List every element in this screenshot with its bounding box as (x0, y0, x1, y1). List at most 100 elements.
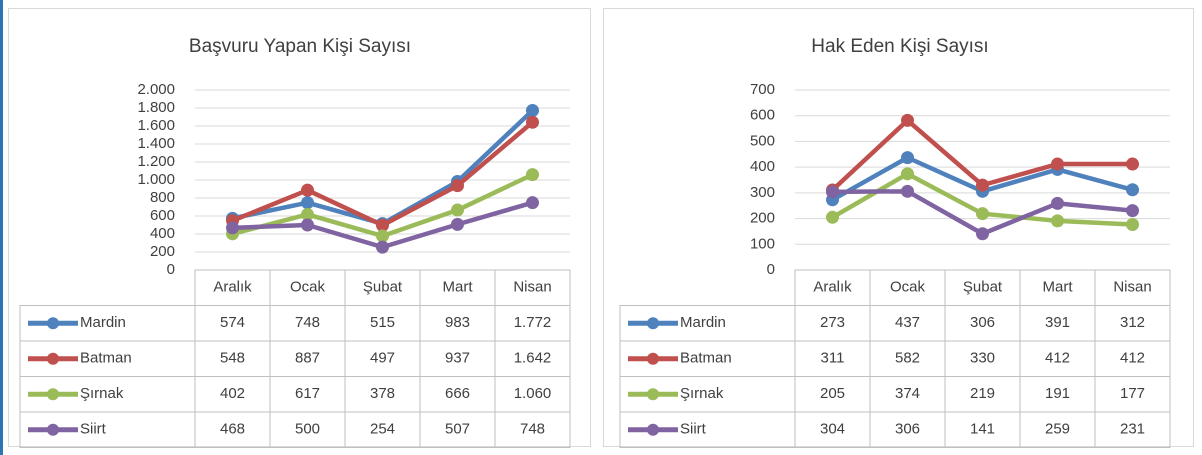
legend-label: Siirt (680, 421, 707, 438)
table-cell: 748 (520, 421, 545, 438)
table-cell: 141 (970, 421, 995, 438)
data-point (451, 203, 464, 217)
table-cell: 177 (1120, 385, 1145, 402)
data-point (976, 178, 989, 192)
table-cell: 937 (445, 350, 470, 367)
data-point (1051, 214, 1064, 228)
data-point (526, 104, 539, 118)
y-tick-label: 1.600 (137, 117, 175, 134)
table-cell: 582 (895, 350, 920, 367)
data-point (1126, 183, 1139, 197)
table-cell: 617 (295, 385, 320, 402)
data-point (526, 115, 539, 129)
table-cell: 468 (220, 421, 245, 438)
table-cell: 548 (220, 350, 245, 367)
table-cell: 748 (295, 314, 320, 331)
data-point (1126, 217, 1139, 231)
data-point (1126, 157, 1139, 171)
table-cell: 1.060 (514, 385, 552, 402)
table-cell: 306 (895, 421, 920, 438)
data-point (301, 196, 314, 210)
y-tick-label: 0 (767, 261, 775, 278)
table-cell: 312 (1120, 314, 1145, 331)
data-point (526, 168, 539, 182)
table-cell: 402 (220, 385, 245, 402)
table-cell: 231 (1120, 421, 1145, 438)
table-cell: 391 (1045, 314, 1070, 331)
y-tick-label: 400 (150, 225, 175, 242)
data-point (301, 207, 314, 221)
data-point (1051, 196, 1064, 210)
table-cell: 507 (445, 421, 470, 438)
data-point (301, 218, 314, 232)
table-cell: 304 (820, 421, 845, 438)
legend-marker (47, 317, 59, 330)
y-tick-label: 1.000 (137, 171, 175, 188)
y-tick-label: 800 (150, 189, 175, 206)
legend-label: Mardin (80, 314, 126, 331)
table-cell: 983 (445, 314, 470, 331)
legend-marker (647, 388, 659, 401)
chart-frame (603, 8, 1194, 447)
y-tick-label: 500 (750, 132, 775, 149)
x-tick-label: Mart (1043, 279, 1074, 296)
table-cell: 412 (1120, 350, 1145, 367)
table-cell: 306 (970, 314, 995, 331)
table-cell: 574 (220, 314, 245, 331)
table-cell: 515 (370, 314, 395, 331)
data-point (826, 185, 839, 199)
table-cell: 259 (1045, 421, 1070, 438)
legend-marker (47, 423, 59, 436)
legend-marker (47, 352, 59, 365)
x-tick-label: Aralık (813, 279, 852, 296)
x-tick-label: Ocak (890, 279, 926, 296)
y-tick-label: 0 (167, 261, 175, 278)
table-cell: 1.642 (514, 350, 552, 367)
x-tick-label: Nisan (1113, 279, 1151, 296)
x-tick-label: Şubat (963, 279, 1003, 296)
table-cell: 254 (370, 421, 395, 438)
table-cell: 311 (821, 350, 845, 367)
y-tick-label: 600 (750, 107, 775, 124)
table-cell: 437 (895, 314, 920, 331)
data-point (376, 218, 389, 232)
table-cell: 500 (295, 421, 320, 438)
data-point (901, 151, 914, 165)
y-tick-label: 200 (750, 210, 775, 227)
table-cell: 497 (370, 350, 395, 367)
legend-label: Şırnak (680, 385, 724, 402)
data-point (901, 184, 914, 198)
data-point (376, 229, 389, 243)
data-point (1126, 204, 1139, 218)
data-point (901, 113, 914, 127)
y-tick-label: 2.000 (137, 81, 175, 98)
side-stripe (0, 0, 3, 455)
y-tick-label: 1.200 (137, 153, 175, 170)
table-cell: 1.772 (514, 314, 552, 331)
data-point (226, 221, 239, 235)
legend-label: Batman (680, 350, 732, 367)
data-point (301, 183, 314, 197)
x-tick-label: Nisan (513, 279, 551, 296)
data-point (826, 210, 839, 224)
table-cell: 191 (1045, 385, 1070, 402)
table-cell: 887 (295, 350, 320, 367)
data-point (526, 196, 539, 210)
x-tick-label: Şubat (363, 279, 403, 296)
x-tick-label: Aralık (213, 279, 252, 296)
data-point (976, 207, 989, 221)
legend-marker (47, 388, 59, 401)
y-tick-label: 1.400 (137, 135, 175, 152)
table-cell: 666 (445, 385, 470, 402)
x-tick-label: Mart (443, 279, 474, 296)
legend-label: Siirt (80, 421, 107, 438)
y-tick-label: 400 (750, 158, 775, 175)
table-cell: 374 (895, 385, 920, 402)
chart-title: Hak Eden Kişi Sayısı (811, 36, 988, 57)
table-cell: 330 (970, 350, 995, 367)
table-cell: 412 (1045, 350, 1070, 367)
table-cell: 205 (820, 385, 845, 402)
legend-label: Mardin (680, 314, 726, 331)
data-point (901, 167, 914, 181)
